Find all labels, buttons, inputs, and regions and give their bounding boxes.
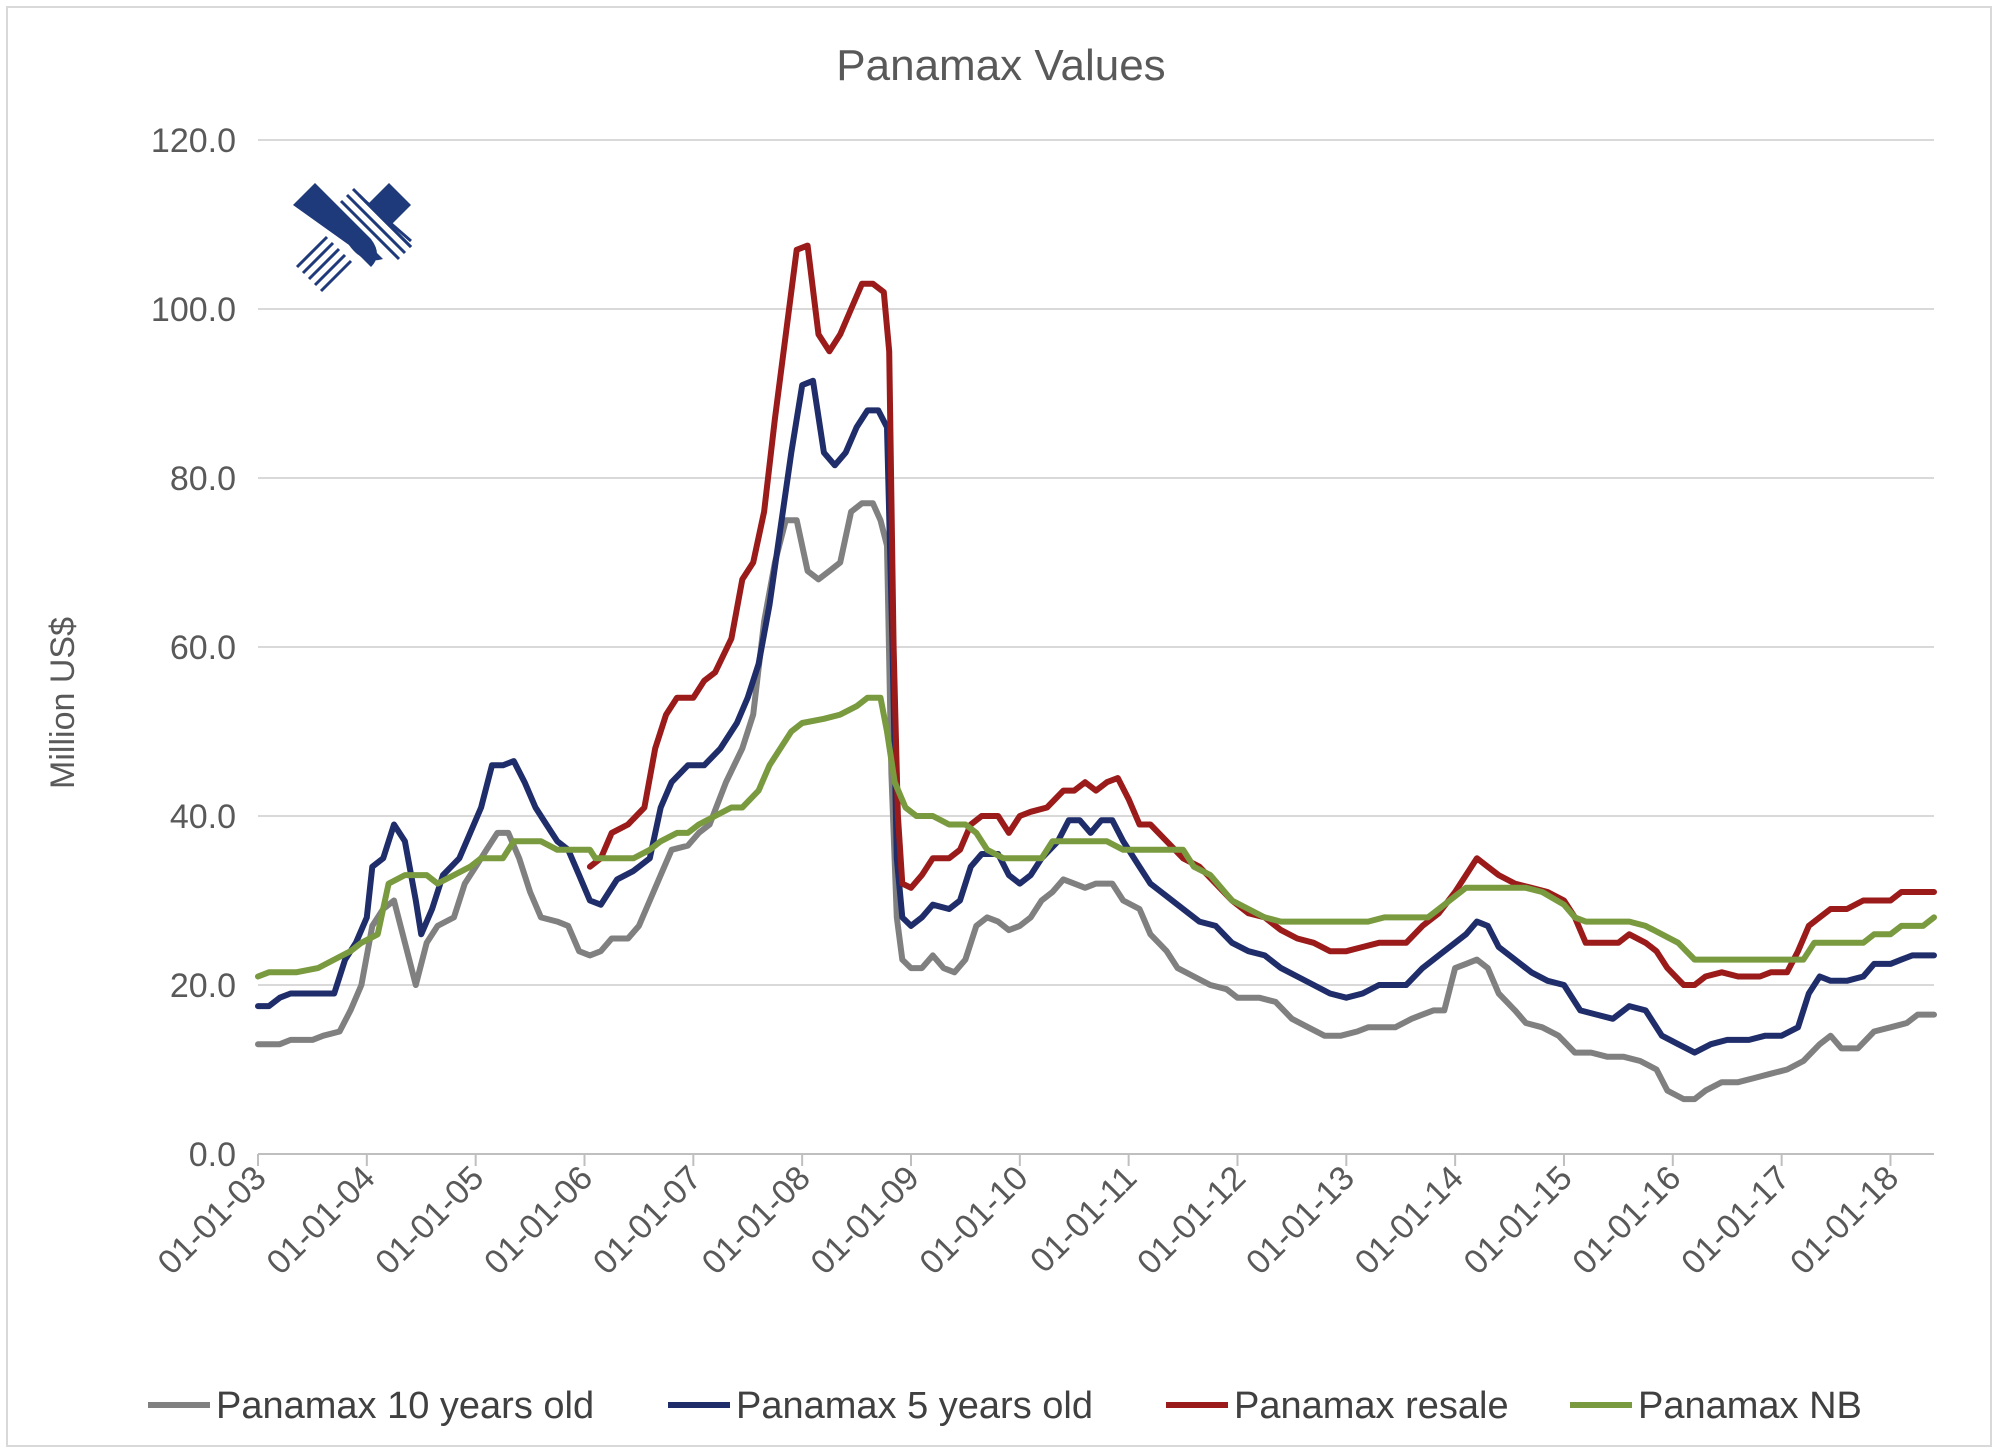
legend-label: Panamax 10 years old xyxy=(216,1385,594,1427)
x-tick-label: 01-01-09 xyxy=(804,1159,927,1282)
y-tick-label: 120.0 xyxy=(151,122,236,160)
legend-label: Panamax 5 years old xyxy=(736,1385,1093,1427)
y-tick-label: 100.0 xyxy=(151,291,236,329)
x-tick-label: 01-01-05 xyxy=(368,1159,491,1282)
chart-title: Panamax Values xyxy=(836,41,1165,90)
x-tick-label: 01-01-16 xyxy=(1565,1159,1688,1282)
y-tick-label: 60.0 xyxy=(170,629,236,667)
x-tick-label: 01-01-11 xyxy=(1023,1159,1144,1280)
chart-frame: Panamax Values Million US$ 0.0 20.0 40.0 60… xyxy=(6,6,1992,1447)
gridlines xyxy=(258,139,1934,986)
x-tick-label: 01-01-13 xyxy=(1239,1159,1362,1282)
legend-label: Panamax NB xyxy=(1638,1385,1862,1427)
y-tick-label: 0.0 xyxy=(189,1136,236,1174)
series-lines xyxy=(255,242,1937,1103)
x-tick-label: 01-01-12 xyxy=(1130,1159,1253,1282)
x-tick-labels: 01-01-0301-01-0401-01-0501-01-0601-01-07… xyxy=(151,1159,1907,1282)
legend: Panamax 10 years old Panamax 5 years old P… xyxy=(148,1385,1862,1427)
company-logo-icon xyxy=(293,183,413,293)
x-tick-label: 01-01-07 xyxy=(586,1159,709,1282)
x-tick-label: 01-01-04 xyxy=(259,1159,382,1282)
y-tick-label: 80.0 xyxy=(170,460,236,498)
x-tick-label: 01-01-17 xyxy=(1674,1159,1797,1282)
y-tick-label: 40.0 xyxy=(170,798,236,836)
chart-svg: Panamax Values Million US$ 0.0 20.0 40.0 60… xyxy=(44,41,1937,1427)
x-axis xyxy=(257,1153,1934,1166)
legend-label: Panamax resale xyxy=(1234,1385,1509,1427)
series-line-1 xyxy=(255,500,1937,1103)
series-line-4 xyxy=(255,694,1937,980)
x-tick-label: 01-01-18 xyxy=(1783,1159,1906,1282)
series-line-3 xyxy=(586,242,1937,988)
x-tick-label: 01-01-03 xyxy=(151,1159,274,1282)
y-axis-label: Million US$ xyxy=(44,617,82,789)
y-tick-labels: 0.0 20.0 40.0 60.0 80.0 100.0 120.0 xyxy=(151,122,236,1174)
series-line-2 xyxy=(255,377,1937,1056)
x-tick-label: 01-01-06 xyxy=(477,1159,600,1282)
x-tick-label: 01-01-15 xyxy=(1457,1159,1580,1282)
x-tick-label: 01-01-10 xyxy=(912,1159,1035,1282)
x-tick-label: 01-01-08 xyxy=(695,1159,818,1282)
x-tick-label: 01-01-14 xyxy=(1348,1159,1471,1282)
y-tick-label: 20.0 xyxy=(170,967,236,1005)
